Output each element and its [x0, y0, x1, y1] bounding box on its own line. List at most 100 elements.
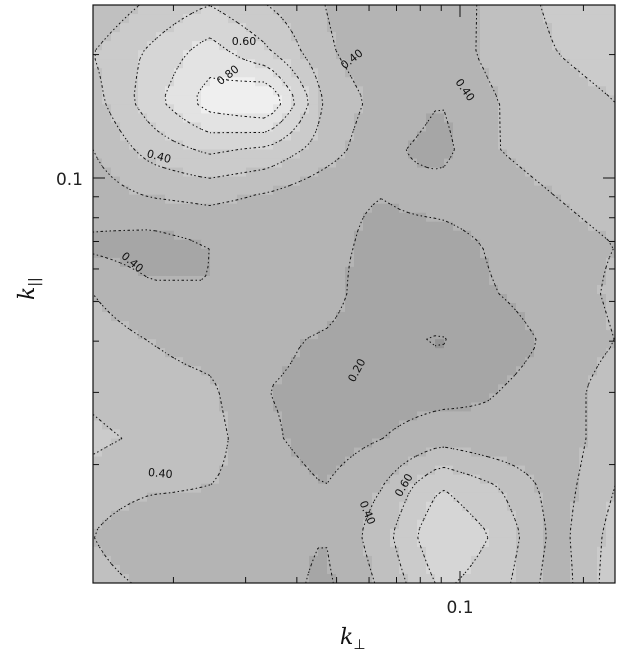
contour-fill-cell — [606, 104, 615, 114]
contour-fill-cell — [480, 438, 490, 449]
contour-fill-cell — [444, 312, 454, 322]
contour-fill-cell — [588, 528, 598, 539]
contour-fill-cell — [570, 474, 580, 485]
contour-fill-cell — [246, 104, 256, 114]
contour-fill-cell — [570, 41, 580, 51]
contour-fill-cell — [273, 339, 283, 349]
contour-fill-cell — [354, 113, 364, 124]
contour-fill-cell — [291, 456, 301, 467]
contour-fill-cell — [219, 348, 229, 358]
contour-fill-cell — [165, 555, 175, 566]
contour-fill-cell — [435, 402, 445, 413]
contour-fill-cell — [273, 221, 283, 232]
contour-fill-cell — [390, 456, 400, 467]
contour-fill-cell — [291, 366, 301, 376]
contour-fill-cell — [102, 239, 112, 250]
contour-fill-cell — [516, 429, 526, 440]
contour-fill-cell — [309, 492, 319, 503]
contour-fill-cell — [309, 14, 319, 24]
contour-fill-cell — [336, 420, 346, 431]
contour-fill-cell — [525, 257, 535, 268]
contour-fill-cell — [183, 429, 193, 440]
contour-fill-cell — [210, 32, 220, 42]
contour-fill-cell — [327, 59, 337, 69]
contour-fill-cell — [237, 176, 247, 187]
contour-fill-cell — [129, 303, 139, 313]
contour-fill-cell — [516, 131, 526, 142]
contour-fill-cell — [174, 321, 184, 331]
contour-fill-cell — [111, 194, 121, 205]
contour-fill-cell — [102, 68, 112, 78]
contour-fill-cell — [264, 348, 274, 358]
contour-fill-cell — [300, 95, 310, 105]
contour-fill-cell — [120, 429, 130, 440]
contour-fill-cell — [561, 528, 571, 539]
contour-fill-cell — [363, 68, 373, 78]
contour-fill-cell — [102, 95, 112, 105]
contour-fill-cell — [282, 312, 292, 322]
contour-fill-cell — [345, 140, 355, 151]
contour-fill-cell — [264, 104, 274, 114]
contour-fill-cell — [300, 501, 310, 512]
contour-fill-cell — [507, 375, 517, 385]
contour-fill-cell — [471, 113, 481, 124]
contour-fill-cell — [462, 330, 472, 340]
contour-fill-cell — [597, 185, 607, 196]
contour-fill-cell — [381, 68, 391, 78]
contour-fill-cell — [525, 203, 535, 214]
contour-fill-cell — [516, 447, 526, 458]
contour-fill-cell — [219, 140, 229, 151]
contour-fill-cell — [138, 140, 148, 151]
contour-fill-cell — [399, 212, 409, 223]
contour-fill-cell — [102, 339, 112, 349]
contour-fill-cell — [210, 59, 220, 69]
contour-fill-cell — [525, 420, 535, 431]
contour-fill-cell — [570, 5, 580, 15]
contour-fill-cell — [129, 564, 139, 575]
contour-fill-cell — [120, 149, 130, 160]
contour-fill-cell — [174, 23, 184, 33]
contour-fill-cell — [291, 312, 301, 322]
contour-fill-cell — [471, 501, 481, 512]
contour-fill-cell — [372, 546, 382, 557]
contour-fill-cell — [165, 438, 175, 449]
contour-fill-cell — [588, 284, 598, 295]
contour-fill-cell — [516, 149, 526, 160]
contour-fill-cell — [165, 32, 175, 42]
contour-fill-cell — [426, 420, 436, 431]
contour-fill-cell — [588, 321, 598, 331]
contour-fill-cell — [345, 519, 355, 530]
contour-fill-cell — [219, 203, 229, 214]
contour-fill-cell — [210, 384, 220, 394]
contour-fill-cell — [273, 248, 283, 259]
contour-fill-cell — [534, 393, 544, 403]
contour-fill-cell — [156, 357, 166, 367]
contour-fill-cell — [471, 230, 481, 241]
contour-fill-cell — [381, 194, 391, 205]
contour-fill-cell — [111, 456, 121, 467]
contour-fill-cell — [372, 140, 382, 151]
contour-fill-cell — [417, 546, 427, 557]
contour-fill-cell — [453, 447, 463, 458]
contour-fill-cell — [561, 257, 571, 268]
contour-fill-cell — [516, 203, 526, 214]
contour-fill-cell — [543, 510, 553, 521]
contour-fill-cell — [174, 330, 184, 340]
contour-fill-cell — [534, 41, 544, 51]
contour-fill-cell — [228, 104, 238, 114]
contour-fill-cell — [606, 537, 615, 548]
contour-fill-cell — [93, 366, 103, 376]
contour-fill-cell — [291, 14, 301, 24]
contour-fill-cell — [525, 375, 535, 385]
contour-fill-cell — [588, 104, 598, 114]
contour-fill-cell — [219, 41, 229, 51]
contour-fill-cell — [579, 203, 589, 214]
contour-fill-cell — [282, 573, 292, 583]
contour-fill-cell — [516, 375, 526, 385]
contour-fill-cell — [129, 294, 139, 304]
contour-fill-cell — [156, 537, 166, 548]
contour-fill-cell — [201, 212, 211, 223]
contour-fill-cell — [282, 402, 292, 413]
contour-fill-cell — [183, 257, 193, 268]
contour-fill-cell — [255, 420, 265, 431]
